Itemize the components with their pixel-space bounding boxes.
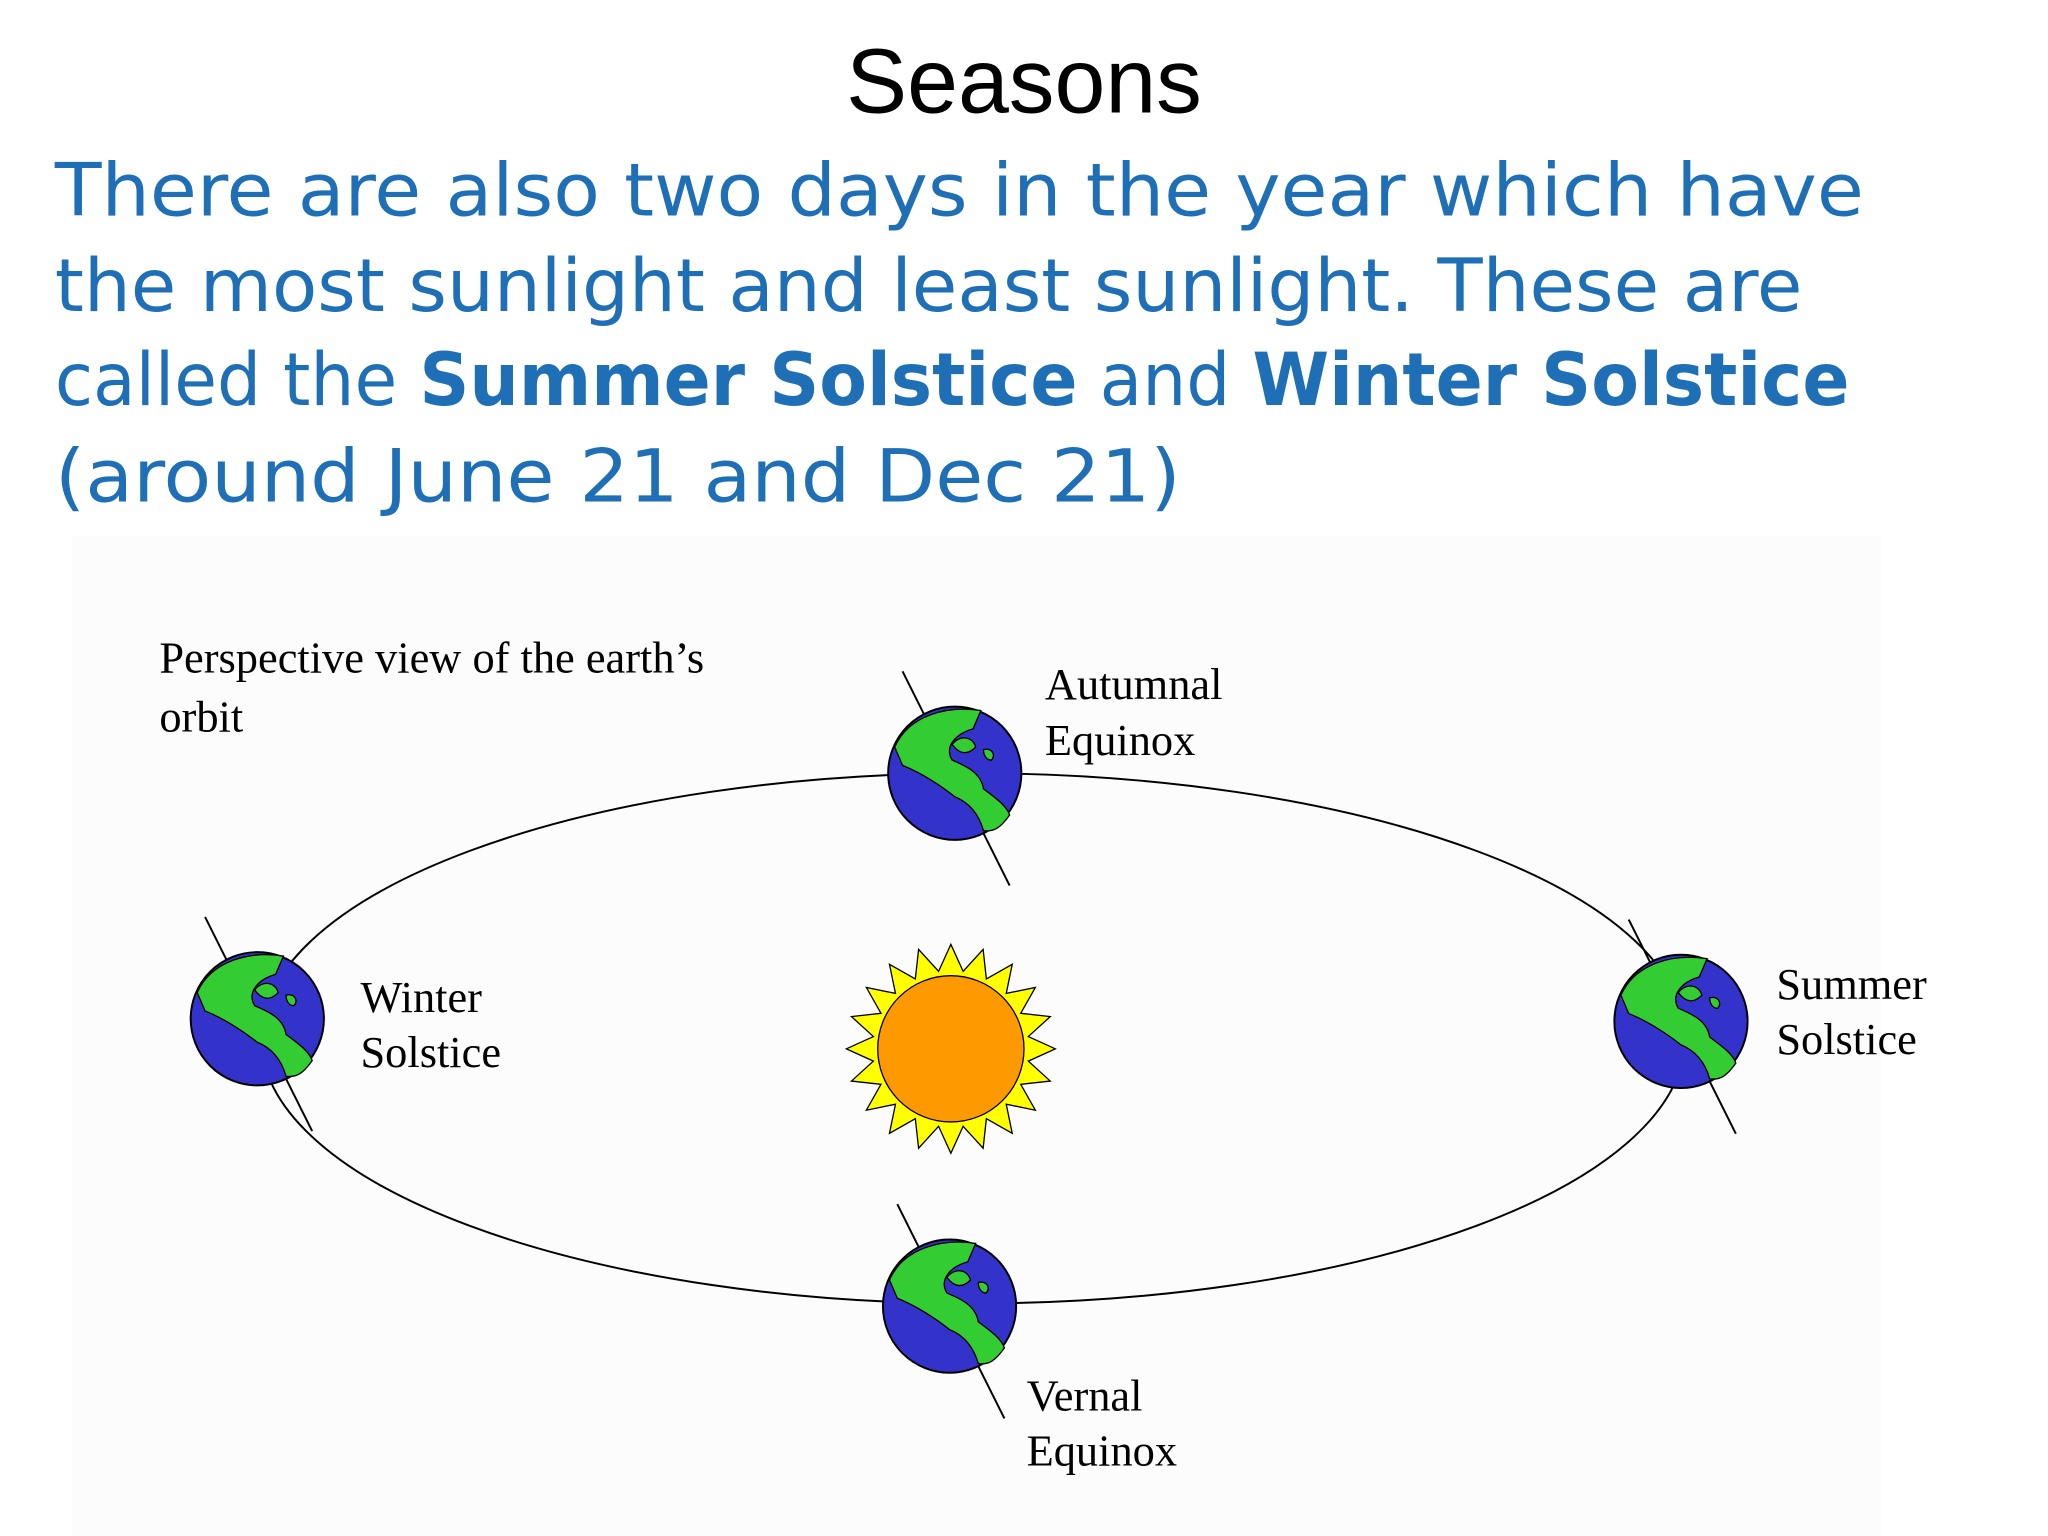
body-text: and: [1078, 338, 1253, 423]
caption: orbit: [159, 691, 244, 741]
earth-land: [951, 737, 995, 761]
label: Vernal: [1027, 1371, 1143, 1421]
body-line: There are also two days in the year whic…: [54, 149, 1864, 234]
earth-land: [1620, 956, 1737, 1080]
label: Summer: [1776, 959, 1927, 1009]
label: Solstice: [360, 1027, 501, 1077]
earth: [887, 670, 1023, 886]
body-line: (around June 21 and Dec 21): [55, 435, 1181, 520]
label: Autumnal: [1045, 659, 1223, 709]
sun-disc: [877, 975, 1025, 1123]
earth-land: [893, 708, 1011, 832]
label: Equinox: [1045, 715, 1195, 765]
earth-land: [888, 1241, 1006, 1365]
earth-land: [253, 982, 297, 1007]
earth-land: [1677, 985, 1721, 1009]
earth: [881, 1203, 1018, 1419]
slide-title: Seasons: [846, 30, 1202, 132]
earth: [189, 916, 325, 1132]
label: Solstice: [1776, 1014, 1917, 1064]
label: Winter: [360, 972, 482, 1022]
earth: [1613, 919, 1749, 1135]
earths: [189, 670, 1749, 1419]
body-line: the most sunlight and least sunlight. Th…: [55, 244, 1803, 329]
body-bold: Winter Solstice: [1252, 338, 1849, 423]
earth-land: [196, 954, 313, 1078]
caption: Perspective view of the earth’s: [159, 633, 704, 683]
sun: [844, 942, 1057, 1155]
label: Equinox: [1027, 1425, 1177, 1475]
body-bold: Summer Solstice: [419, 338, 1077, 423]
body-text: called the: [55, 338, 419, 423]
earth-land: [946, 1270, 989, 1294]
body-line: called the Summer Solstice and Winter So…: [55, 338, 1850, 423]
